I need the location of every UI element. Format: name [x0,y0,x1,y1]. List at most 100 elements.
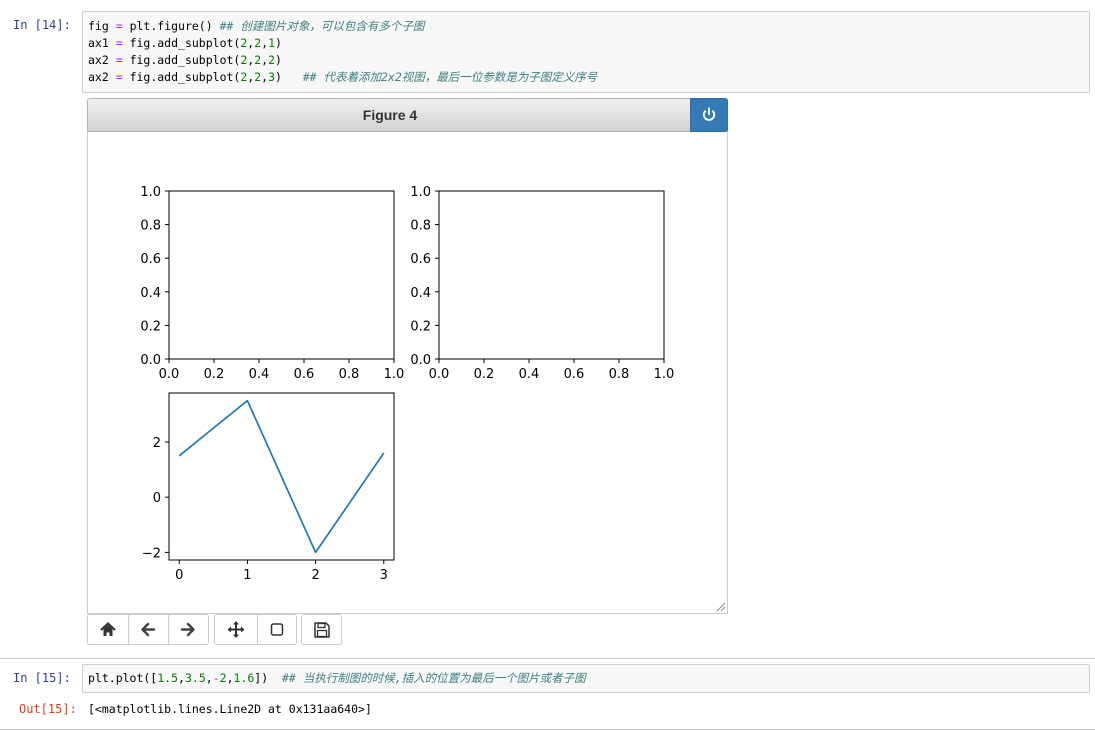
cell-bottom-border [0,729,1095,730]
subplot-3-ytick-label: 0 [153,491,161,506]
zoom-button[interactable] [257,614,297,645]
subplot-2-ytick-label: 0.8 [410,219,431,234]
figure-plot-area[interactable]: 0.0 0.2 0.4 0.6 0.8 1.0 0.0 0.2 0.4 0.6 0.8 1.0 0.0 0… [88,132,727,613]
code-line-token: , [226,671,234,685]
code-line-token: 1.6 [233,671,255,685]
subplot-1-xtick-label: 0.2 [204,367,225,382]
code-line-token: ax2 [88,70,116,84]
pan-button[interactable] [214,614,258,645]
figure-title: Figure 4 [362,107,418,123]
resize-handle-icon[interactable] [716,602,726,612]
code-line-token: = [115,70,123,84]
subplot-3-axes-frame [168,392,395,561]
code-line-token: fig [88,19,116,33]
subplot-1-xtick-label: 0.8 [339,367,360,382]
subplot-1-ytick-label: 0.8 [140,219,161,234]
code-editor-15[interactable]: plt.plot([1.5,3.5,-2,1.6]) ## 当执行制图的时候,插… [88,670,586,687]
code-line: fig = plt.figure() ## 创建图片对象，可以包含有多个子图 [88,18,597,35]
code-line-token: 2 [240,53,248,67]
code-line-token: ax1 [88,36,116,50]
code-line-token: 2 [268,53,276,67]
subplot-2-xtick-label: 0.6 [564,367,585,382]
code-editor-14[interactable]: fig = plt.figure() ## 创建图片对象，可以包含有多个子图 ax… [88,18,597,86]
cell-separator [0,658,1095,659]
subplot-2-ytick-label: 1.0 [410,185,431,200]
code-line-token: 2 [219,671,227,685]
code-line-token: 3.5 [184,671,206,685]
arrow-left-icon [141,622,156,637]
subplot-1-xtick-label: 0.0 [159,367,180,382]
code-line-token: 2 [240,70,248,84]
code-line-token: 3 [268,70,276,84]
code-cell-input-15[interactable]: plt.plot([1.5,3.5,-2,1.6]) ## 当执行制图的时候,插… [82,664,1090,693]
subplot-1-ytick-label: 1.0 [140,185,161,200]
code-line-token: , [261,53,269,67]
subplot-2-ytick-label: 0.4 [410,286,431,301]
subplot-3-xtick-label: 1 [243,568,251,583]
subplot-2-xtick-label: 0.4 [519,367,540,382]
figure-header: Figure 4 [87,98,728,132]
code-line-token: = [115,19,123,33]
subplot-1-ytick-label: 0.6 [140,252,161,267]
code-line-token: plt.figure() [122,19,220,33]
code-line-token: fig.add_subplot( [122,53,241,67]
code-line-token: 2 [254,53,262,67]
subplot-2-xtick-label: 0.8 [609,367,630,382]
code-line-token: , [178,671,185,685]
code-line-token: - [212,671,220,685]
code-line-token: = [115,36,123,50]
subplot-1-xtick-label: 0.4 [249,367,270,382]
arrow-right-icon [180,622,195,637]
code-line-token: ax2 [88,53,116,67]
subplot-2-ytick-label: 0.6 [410,252,431,267]
code-line: ax2 = fig.add_subplot(2,2,3) ## 代表着添加2x2… [88,69,597,86]
code-line-token: fig.add_subplot( [122,36,241,50]
cell-prompt-out-15: Out[15]: [19,702,77,716]
code-line-token: = [115,53,123,67]
code-line-token: 2 [254,36,262,50]
subplot-3-xtick-label: 0 [175,568,183,583]
back-button[interactable] [128,614,169,645]
subplot-2-axes-frame [438,190,665,360]
move-icon [227,621,245,638]
forward-button[interactable] [168,614,209,645]
code-line-token: plt.plot([ [88,671,158,685]
code-line-token: , [205,671,213,685]
power-icon [702,107,716,121]
code-line-token: , [261,36,269,50]
code-line: ax2 = fig.add_subplot(2,2,2) [88,52,597,69]
code-line-token: 2 [240,36,248,50]
figure-canvas[interactable]: 0.0 0.2 0.4 0.6 0.8 1.0 0.0 0.2 0.4 0.6 0.8 1.0 0.0 0… [87,132,728,614]
code-line-token: , [247,36,255,50]
code-line-token: , [247,53,255,67]
code-line-token: 1 [268,36,276,50]
code-cell-input-14[interactable]: fig = plt.figure() ## 创建图片对象，可以包含有多个子图 ax… [82,11,1090,93]
subplot-1-xtick-label: 1.0 [384,367,405,382]
code-line-token: ) [275,36,282,50]
zoom-rect-icon [270,623,284,636]
code-line-token: ) [275,70,303,84]
subplot-3-xtick-label: 3 [380,568,388,583]
code-line-token: 1.5 [157,671,179,685]
code-line-token: fig.add_subplot( [122,70,241,84]
subplot-2-xtick-label: 0.2 [474,367,495,382]
subplot-1-xtick-label: 0.6 [294,367,315,382]
cell-prompt-in-15: In [15]: [13,671,71,685]
subplot-3-ytick-label: 2 [153,436,161,451]
code-line-token: ## 代表着添加2x2视图，最后一位参数是为子图定义序号 [302,70,598,84]
home-button[interactable] [87,614,129,645]
subplot-1-ytick-label: 0.2 [140,319,161,334]
code-line-token: ## 创建图片对象，可以包含有多个子图 [219,19,425,33]
subplot-1-ytick-label: 0.0 [140,353,161,368]
download-button[interactable] [301,614,342,645]
code-line: ax1 = fig.add_subplot(2,2,1) [88,35,597,52]
subplot-3-xtick-label: 2 [311,568,319,583]
cell-output-15: [<matplotlib.lines.Line2D at 0x131aa640>… [88,702,372,716]
code-line-token: , [247,70,255,84]
close-figure-button[interactable] [690,98,728,132]
subplot-1-ytick-label: 0.4 [140,286,161,301]
subplot-1-axes-frame [168,190,395,360]
code-line-token: ## 当执行制图的时候,插入的位置为最后一个图片或者子图 [281,671,586,685]
subplot-3-ytick-label: −2 [142,546,161,561]
subplot-2-ytick-label: 0.0 [410,353,431,368]
